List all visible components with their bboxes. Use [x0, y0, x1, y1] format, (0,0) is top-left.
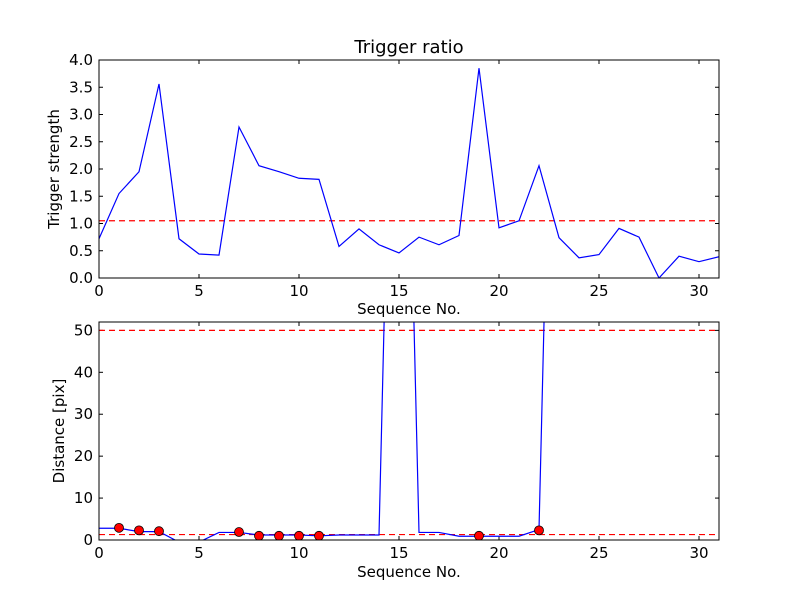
- data-marker: [534, 525, 544, 536]
- x-tick-label: 25: [589, 282, 608, 300]
- y-tick-label: 2.5: [69, 133, 93, 151]
- y-tick-label: 10: [74, 489, 93, 507]
- y-tick-label: 3.0: [69, 106, 93, 124]
- y-tick-label: 0.0: [69, 269, 93, 287]
- distance-plot: 0 5 10 15 20 25 30 0 10 20 30 40 50 Sequence No. Di…: [50, 321, 720, 581]
- threshold-lines: [99, 329, 719, 536]
- data-marker: [474, 530, 484, 540]
- y-tick-label: 0: [83, 531, 93, 549]
- y-tick-label: 50: [74, 321, 93, 339]
- y-axis-label: Trigger strength: [45, 109, 63, 230]
- y-tick-label: 2.0: [69, 160, 93, 178]
- data-marker: [234, 527, 244, 537]
- x-tick-label: 0: [94, 282, 104, 300]
- y-tick-label: 30: [74, 405, 93, 423]
- y-axis-label: Distance [pix]: [50, 379, 68, 484]
- y-axis-ticks: 0 10 20 30 40 50: [74, 321, 719, 549]
- y-tick-label: 20: [74, 447, 93, 465]
- x-tick-label: 10: [289, 282, 308, 300]
- x-tick-label: 15: [389, 544, 408, 562]
- chart-title: Trigger ratio: [353, 37, 463, 58]
- data-marker: [114, 522, 124, 533]
- x-tick-label: 30: [689, 544, 708, 562]
- plot-frame: [98, 59, 720, 279]
- y-tick-label: 40: [74, 363, 93, 381]
- x-tick-label: 5: [194, 544, 204, 562]
- x-tick-label: 20: [489, 544, 508, 562]
- marker-points: [114, 522, 544, 540]
- x-axis-label: Sequence No.: [357, 300, 461, 318]
- y-tick-label: 1.5: [69, 187, 93, 205]
- x-tick-label: 10: [289, 544, 308, 562]
- x-axis-label: Sequence No.: [357, 563, 461, 581]
- y-tick-label: 4.0: [69, 51, 93, 69]
- x-tick-label: 5: [194, 282, 204, 300]
- data-marker: [294, 530, 304, 540]
- y-axis-ticks: 0.0 0.5 1.0 1.5 2.0 2.5 3.0 3.5 4.0: [69, 51, 719, 287]
- x-tick-label: 15: [389, 282, 408, 300]
- y-tick-label: 1.0: [69, 215, 93, 233]
- series-lines: [99, 68, 719, 278]
- x-tick-label: 30: [689, 282, 708, 300]
- plot-frame: [98, 321, 720, 541]
- series-line: [99, 68, 719, 278]
- data-marker: [254, 530, 264, 540]
- x-axis-ticks: 0 5 10 15 20 25 30: [94, 322, 709, 562]
- trigger-ratio-plot: Trigger ratio 0 5 10 15 20 25 30 0.0 0.5 1.0 1.5 2…: [45, 37, 720, 318]
- x-tick-label: 20: [489, 282, 508, 300]
- x-axis-ticks: 0 5 10 15 20 25 30: [94, 60, 709, 300]
- data-marker: [134, 525, 144, 536]
- data-marker: [274, 530, 284, 540]
- x-tick-label: 0: [94, 544, 104, 562]
- x-tick-label: 25: [589, 544, 608, 562]
- data-marker: [154, 526, 164, 537]
- data-marker: [314, 530, 324, 540]
- y-tick-label: 0.5: [69, 242, 93, 260]
- y-tick-label: 3.5: [69, 78, 93, 96]
